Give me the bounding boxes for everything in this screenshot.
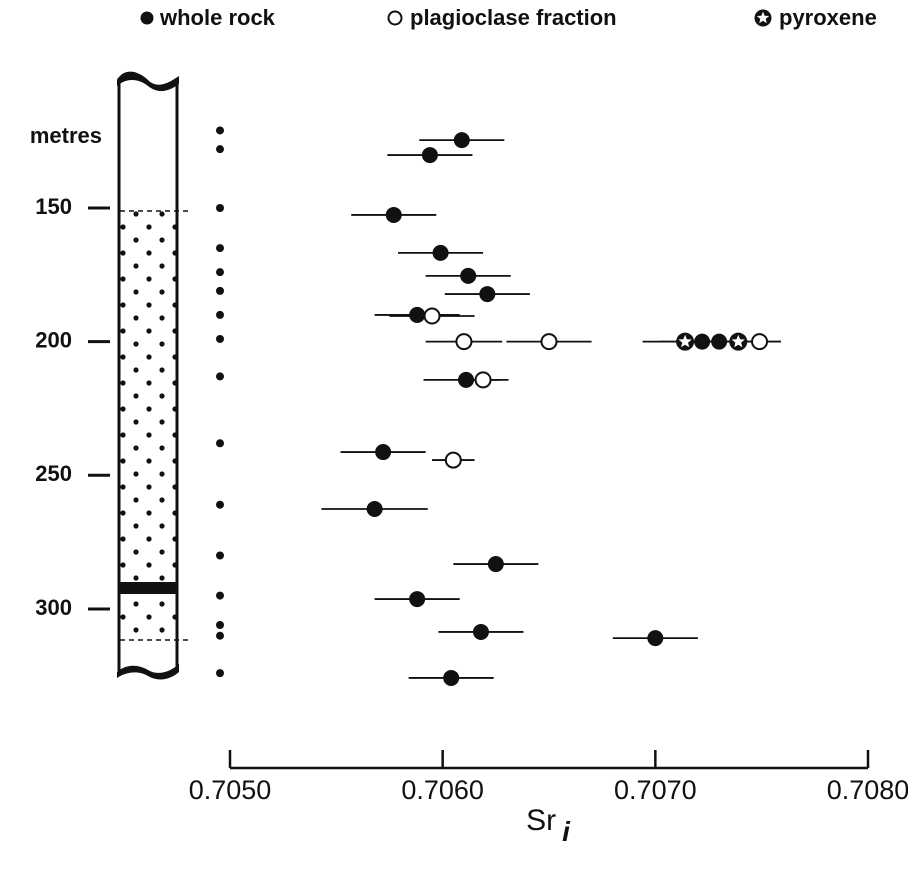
legend-star: [756, 11, 770, 24]
sample-dot: [216, 372, 224, 381]
sample-dot: [216, 591, 224, 600]
x-tick-label: 0.7050: [189, 775, 272, 805]
dot: [479, 286, 496, 303]
dot: [385, 206, 402, 223]
legend-marker: [387, 10, 403, 26]
marker: [474, 371, 492, 389]
sample-dot: [216, 203, 224, 212]
marker: [443, 669, 460, 686]
marker: [729, 332, 748, 351]
y-tick-label: 250: [35, 461, 72, 486]
marker: [385, 206, 402, 223]
y-axis-label: metres: [30, 123, 102, 148]
marker: [455, 333, 473, 351]
marker: [458, 371, 475, 388]
sample-dot: [216, 500, 224, 509]
sample-dot: [216, 439, 224, 448]
dot: [460, 267, 477, 284]
star: [731, 334, 745, 348]
marker: [472, 623, 489, 640]
marker: [423, 307, 441, 325]
legend-label: plagioclase fraction: [410, 5, 617, 30]
marker: [751, 333, 769, 351]
sample-dot: [216, 334, 224, 343]
x-tick-label: 0.7070: [614, 775, 697, 805]
sample-dot: [216, 286, 224, 295]
legend-item: plagioclase fraction: [387, 5, 617, 30]
y-tick-label: 300: [35, 595, 72, 620]
marker: [694, 333, 711, 350]
legend-marker: [140, 11, 154, 25]
star: [678, 334, 692, 348]
dot: [432, 244, 449, 261]
dot: [694, 333, 711, 350]
sample-dot: [216, 268, 224, 277]
sample-dot: [216, 669, 224, 678]
dot: [487, 556, 504, 573]
legend-label: pyroxene: [779, 5, 877, 30]
sample-dot: [216, 244, 224, 253]
sample-dot: [216, 551, 224, 560]
marker: [647, 630, 664, 647]
x-label-main: Sr: [526, 804, 556, 837]
sample-dot: [216, 631, 224, 640]
sample-dot: [216, 621, 224, 630]
strat-column: [117, 71, 190, 680]
dot: [472, 623, 489, 640]
marker: [479, 286, 496, 303]
dot: [444, 451, 462, 469]
sample-dot: [216, 310, 224, 319]
dot: [474, 371, 492, 389]
dot: [711, 333, 728, 350]
dot: [458, 371, 475, 388]
x-tick-label: 0.7060: [401, 775, 484, 805]
marker: [421, 147, 438, 164]
x-tick-label: 0.7080: [827, 775, 908, 805]
marker: [432, 244, 449, 261]
y-tick-label: 200: [35, 327, 72, 352]
marker: [375, 444, 392, 461]
sample-dot: [216, 145, 224, 154]
marker: [409, 591, 426, 608]
marker: [366, 500, 383, 517]
x-axis-label: Sr i: [526, 804, 571, 847]
dot: [421, 147, 438, 164]
marker: [444, 451, 462, 469]
legend-item: pyroxene: [754, 5, 877, 30]
legend-item: whole rock: [140, 5, 276, 30]
dot: [647, 630, 664, 647]
legend-label: whole rock: [159, 5, 276, 30]
dot: [540, 333, 558, 351]
dot: [409, 591, 426, 608]
marker: [453, 132, 470, 149]
dot: [455, 333, 473, 351]
marker: [540, 333, 558, 351]
dot: [375, 444, 392, 461]
dot: [453, 132, 470, 149]
marker: [711, 333, 728, 350]
dot: [443, 669, 460, 686]
marker: [676, 332, 695, 351]
sample-dot: [216, 126, 224, 135]
marker: [487, 556, 504, 573]
dot: [409, 306, 426, 323]
dot: [423, 307, 441, 325]
y-tick-label: 150: [35, 194, 72, 219]
marker: [409, 306, 426, 323]
dot: [751, 333, 769, 351]
marker: [460, 267, 477, 284]
dot: [366, 500, 383, 517]
x-label-sub: i: [562, 816, 571, 847]
